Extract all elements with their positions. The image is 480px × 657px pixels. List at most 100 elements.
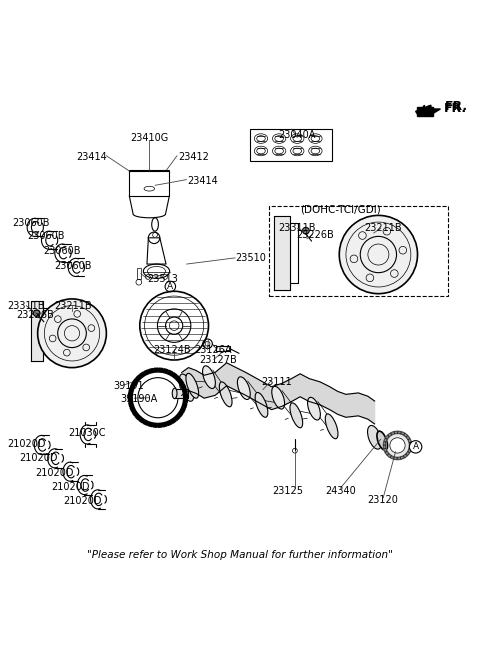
Polygon shape: [154, 368, 158, 372]
Polygon shape: [408, 439, 411, 442]
Text: 23410G: 23410G: [130, 133, 168, 143]
Text: 23120: 23120: [368, 495, 398, 505]
Text: 23126A: 23126A: [195, 346, 232, 355]
Polygon shape: [140, 372, 145, 377]
Polygon shape: [408, 449, 411, 453]
Ellipse shape: [272, 386, 285, 409]
Polygon shape: [139, 417, 144, 423]
Polygon shape: [148, 422, 153, 426]
Polygon shape: [398, 431, 401, 434]
Text: 21020D: 21020D: [36, 468, 74, 478]
Ellipse shape: [172, 388, 177, 399]
Ellipse shape: [368, 426, 382, 449]
Polygon shape: [180, 384, 186, 389]
Circle shape: [34, 310, 40, 317]
Polygon shape: [178, 380, 183, 385]
Text: 23414: 23414: [188, 175, 218, 185]
Text: 23311B: 23311B: [278, 223, 316, 233]
Ellipse shape: [203, 366, 216, 388]
Text: 23414: 23414: [77, 152, 108, 162]
Polygon shape: [149, 369, 154, 373]
Text: 23311B: 23311B: [7, 301, 45, 311]
Text: 21020D: 21020D: [20, 453, 58, 463]
Text: 21020D: 21020D: [63, 496, 102, 507]
Polygon shape: [129, 402, 133, 407]
Text: 21020D: 21020D: [7, 439, 46, 449]
Polygon shape: [171, 418, 176, 423]
Text: FR.: FR.: [445, 100, 468, 113]
Text: 24340: 24340: [325, 486, 356, 496]
Text: 23060B: 23060B: [54, 261, 91, 271]
Polygon shape: [130, 407, 135, 411]
Ellipse shape: [186, 373, 199, 398]
Polygon shape: [182, 403, 187, 408]
Polygon shape: [275, 216, 290, 290]
Polygon shape: [394, 431, 397, 434]
Text: 23060B: 23060B: [28, 231, 65, 241]
Text: 23060B: 23060B: [12, 217, 49, 227]
Polygon shape: [388, 433, 392, 437]
Polygon shape: [153, 423, 157, 427]
Polygon shape: [397, 457, 401, 460]
Text: 23040A: 23040A: [278, 130, 316, 140]
Ellipse shape: [325, 414, 338, 439]
Polygon shape: [394, 457, 397, 460]
Polygon shape: [128, 397, 132, 402]
Text: 39191: 39191: [114, 381, 144, 391]
Ellipse shape: [308, 397, 320, 420]
Text: 39190A: 39190A: [120, 394, 158, 404]
Polygon shape: [182, 388, 187, 394]
Text: (DOHC-TCI/GDI): (DOHC-TCI/GDI): [300, 204, 381, 214]
Polygon shape: [409, 446, 412, 449]
Bar: [129, 171, 169, 196]
Polygon shape: [162, 422, 167, 427]
Text: "Please refer to Work Shop Manual for further information": "Please refer to Work Shop Manual for fu…: [87, 550, 393, 560]
Text: 23127B: 23127B: [199, 355, 237, 365]
Polygon shape: [417, 106, 433, 116]
Polygon shape: [401, 456, 404, 459]
Polygon shape: [384, 438, 387, 442]
Polygon shape: [383, 442, 386, 445]
Ellipse shape: [255, 392, 268, 417]
Polygon shape: [390, 456, 394, 459]
Polygon shape: [391, 432, 395, 435]
Text: 23124B: 23124B: [153, 346, 191, 355]
Polygon shape: [183, 394, 188, 397]
Polygon shape: [183, 399, 188, 403]
Polygon shape: [406, 452, 409, 455]
Polygon shape: [143, 420, 148, 425]
Text: 23060B: 23060B: [43, 246, 81, 256]
Circle shape: [129, 369, 187, 426]
Polygon shape: [128, 393, 132, 397]
Polygon shape: [175, 376, 180, 381]
Polygon shape: [404, 454, 407, 458]
Bar: [129, 170, 169, 173]
Polygon shape: [159, 368, 163, 373]
Polygon shape: [31, 301, 43, 361]
Ellipse shape: [219, 382, 232, 407]
Circle shape: [339, 215, 418, 294]
Text: FR.: FR.: [444, 102, 468, 114]
Text: 23111: 23111: [262, 377, 292, 387]
Circle shape: [37, 299, 107, 368]
Polygon shape: [171, 373, 177, 378]
Polygon shape: [385, 436, 389, 439]
Polygon shape: [133, 378, 138, 384]
Polygon shape: [404, 433, 408, 437]
Polygon shape: [158, 423, 162, 427]
Text: 23412: 23412: [178, 152, 209, 162]
Polygon shape: [147, 238, 166, 264]
Text: 23211B: 23211B: [364, 223, 402, 233]
Text: 23226B: 23226B: [296, 231, 334, 240]
Text: 21030C: 21030C: [68, 428, 106, 438]
Text: A: A: [412, 442, 419, 451]
Polygon shape: [131, 383, 136, 388]
Text: 23510: 23510: [235, 253, 266, 263]
Polygon shape: [383, 445, 386, 449]
Polygon shape: [401, 432, 405, 435]
Circle shape: [302, 227, 309, 234]
Circle shape: [390, 438, 405, 453]
Ellipse shape: [290, 403, 303, 428]
Ellipse shape: [377, 431, 387, 450]
Polygon shape: [163, 369, 168, 373]
